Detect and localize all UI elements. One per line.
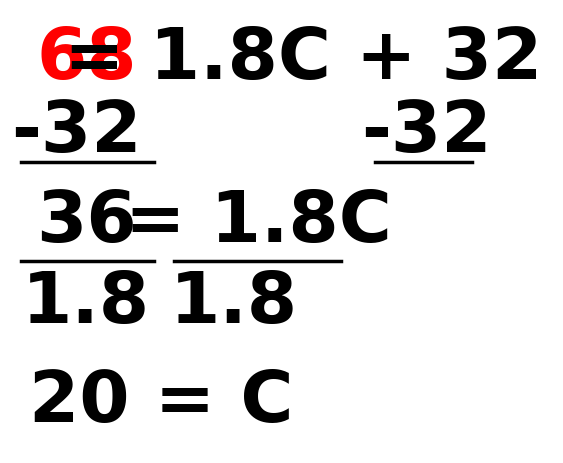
Text: -32: -32 bbox=[11, 98, 142, 167]
Text: 1.8: 1.8 bbox=[23, 269, 150, 337]
Text: 36: 36 bbox=[36, 188, 137, 257]
Text: = 1.8C + 32: = 1.8C + 32 bbox=[38, 25, 542, 94]
Text: 1.8: 1.8 bbox=[170, 269, 298, 337]
Text: 68: 68 bbox=[36, 25, 137, 94]
Text: 20 = C: 20 = C bbox=[29, 367, 294, 436]
Text: = 1.8C: = 1.8C bbox=[125, 188, 392, 257]
Text: -32: -32 bbox=[361, 98, 491, 167]
